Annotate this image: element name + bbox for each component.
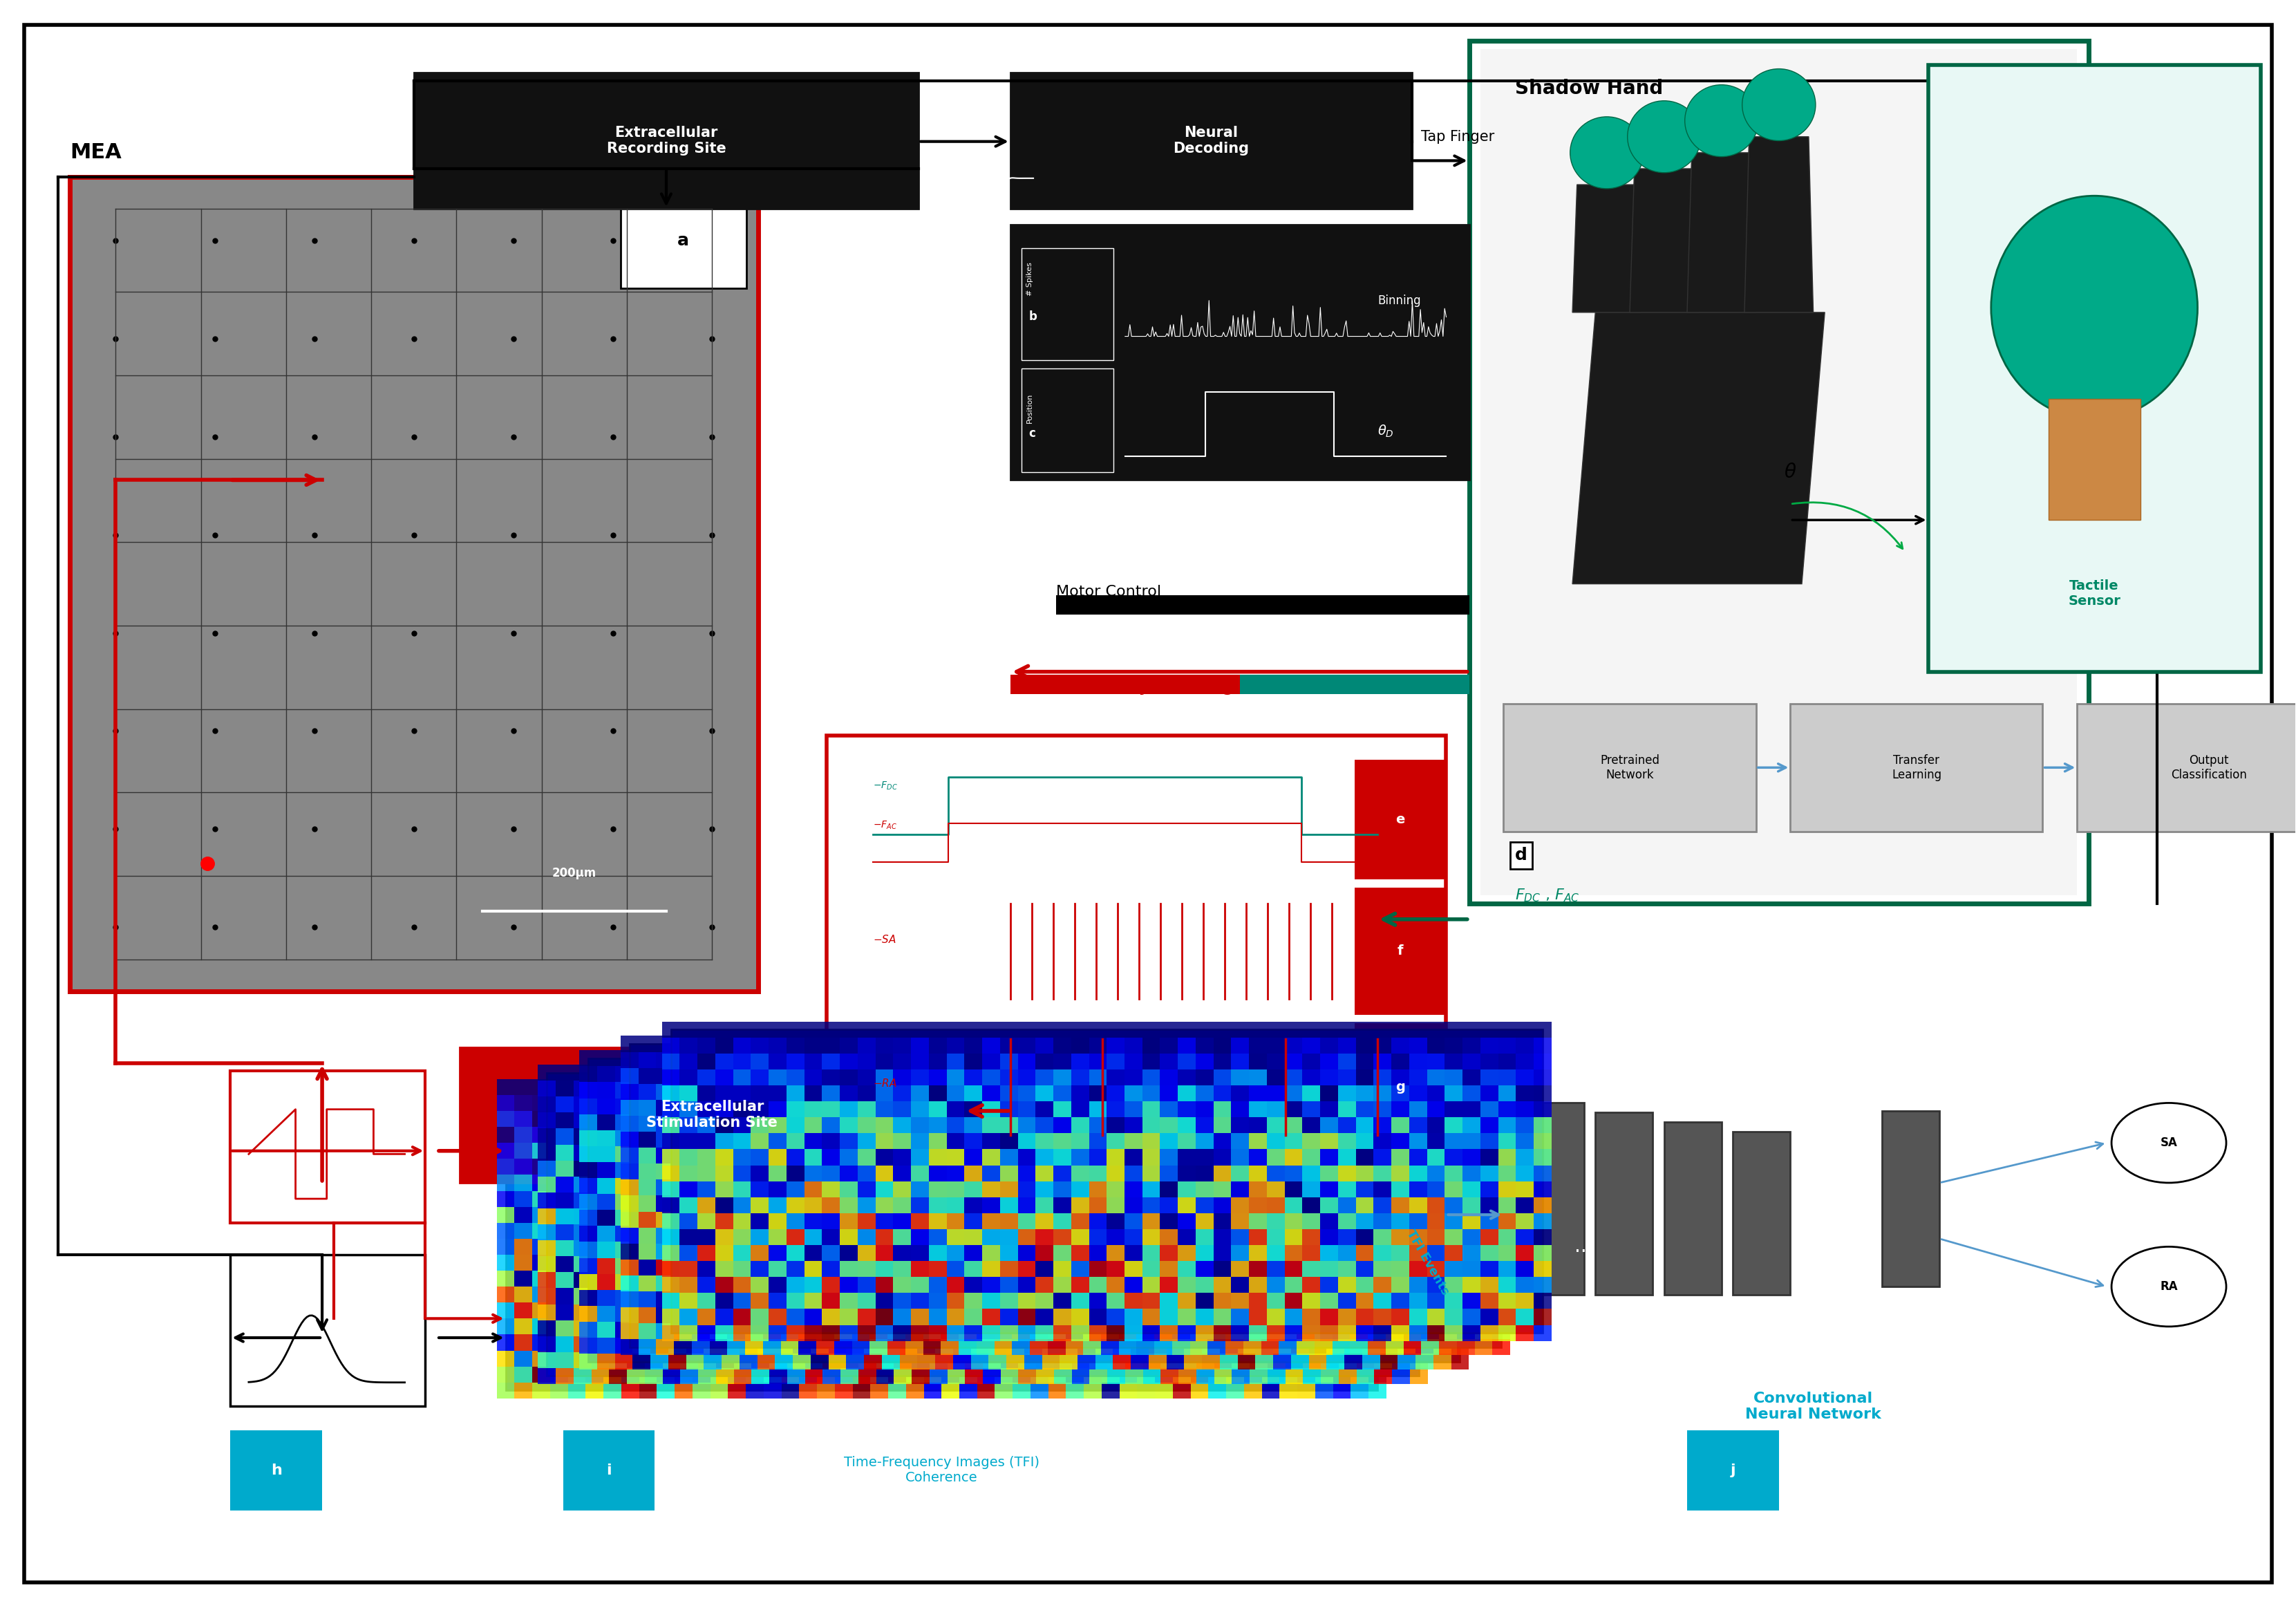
Text: j: j bbox=[1731, 1463, 1736, 1477]
FancyBboxPatch shape bbox=[1469, 42, 2089, 903]
FancyBboxPatch shape bbox=[1056, 595, 1469, 614]
Text: $\theta_D$: $\theta_D$ bbox=[1378, 424, 1394, 440]
Text: Time-Frequency Images (TFI)
Coherence: Time-Frequency Images (TFI) Coherence bbox=[843, 1457, 1040, 1484]
FancyBboxPatch shape bbox=[1791, 704, 2043, 831]
Polygon shape bbox=[1573, 184, 1642, 312]
Text: $\theta$: $\theta$ bbox=[1784, 462, 1798, 481]
Text: $F_{DC}$ , $F_{AC}$: $F_{DC}$ , $F_{AC}$ bbox=[1515, 887, 1580, 903]
FancyBboxPatch shape bbox=[629, 1044, 1502, 1348]
FancyBboxPatch shape bbox=[2078, 704, 2296, 831]
FancyBboxPatch shape bbox=[69, 176, 758, 991]
Circle shape bbox=[2112, 1247, 2227, 1327]
Ellipse shape bbox=[1743, 69, 1816, 141]
Text: i: i bbox=[606, 1463, 611, 1477]
FancyBboxPatch shape bbox=[1010, 74, 1412, 208]
Text: $-SA$: $-SA$ bbox=[872, 934, 895, 945]
FancyBboxPatch shape bbox=[1010, 675, 1469, 694]
Text: b: b bbox=[1029, 310, 1038, 323]
Text: # Spikes: # Spikes bbox=[1026, 262, 1033, 296]
Polygon shape bbox=[1630, 168, 1699, 312]
FancyBboxPatch shape bbox=[1596, 1113, 1653, 1295]
Text: Tactile
Sensor: Tactile Sensor bbox=[2069, 579, 2122, 608]
Polygon shape bbox=[1573, 312, 1825, 584]
FancyBboxPatch shape bbox=[1355, 1023, 1446, 1151]
Ellipse shape bbox=[1991, 195, 2197, 419]
Text: c: c bbox=[1029, 427, 1035, 440]
FancyBboxPatch shape bbox=[230, 1255, 425, 1407]
Text: Output
Classification: Output Classification bbox=[2172, 755, 2248, 780]
FancyBboxPatch shape bbox=[1733, 1132, 1791, 1295]
FancyBboxPatch shape bbox=[413, 74, 918, 208]
FancyBboxPatch shape bbox=[1929, 66, 2262, 672]
Text: MEA: MEA bbox=[69, 142, 122, 163]
Text: Position: Position bbox=[1026, 393, 1033, 424]
FancyBboxPatch shape bbox=[1504, 704, 1756, 831]
Polygon shape bbox=[1745, 136, 1814, 312]
Ellipse shape bbox=[1628, 101, 1701, 173]
Text: Tap Finger: Tap Finger bbox=[1421, 130, 1495, 144]
FancyBboxPatch shape bbox=[1010, 224, 1469, 480]
Ellipse shape bbox=[1570, 117, 1644, 189]
FancyBboxPatch shape bbox=[1240, 675, 1469, 694]
Circle shape bbox=[2112, 1103, 2227, 1183]
Text: g: g bbox=[1396, 1081, 1405, 1094]
Text: Binning: Binning bbox=[1378, 294, 1421, 307]
Text: a: a bbox=[677, 232, 689, 249]
Text: Shadow Hand: Shadow Hand bbox=[1515, 78, 1662, 99]
Text: RA: RA bbox=[2161, 1281, 2177, 1294]
Text: d: d bbox=[1515, 847, 1527, 863]
FancyBboxPatch shape bbox=[1481, 50, 2078, 895]
FancyBboxPatch shape bbox=[505, 1087, 1378, 1391]
Text: SA: SA bbox=[2161, 1137, 2177, 1150]
FancyBboxPatch shape bbox=[230, 1071, 425, 1223]
FancyBboxPatch shape bbox=[23, 26, 2273, 1581]
FancyBboxPatch shape bbox=[1355, 760, 1446, 879]
Text: Motor Control: Motor Control bbox=[1056, 585, 1162, 598]
Polygon shape bbox=[1688, 152, 1756, 312]
Text: $-RA$: $-RA$ bbox=[872, 1078, 898, 1089]
FancyBboxPatch shape bbox=[670, 1030, 1543, 1334]
FancyBboxPatch shape bbox=[827, 736, 1446, 1167]
FancyBboxPatch shape bbox=[1665, 1122, 1722, 1295]
Text: e: e bbox=[1396, 812, 1405, 827]
FancyBboxPatch shape bbox=[563, 1431, 654, 1509]
Text: Extracellular
Recording Site: Extracellular Recording Site bbox=[606, 126, 726, 155]
Text: h: h bbox=[271, 1463, 282, 1477]
Text: Extracellular
Stimulation Site: Extracellular Stimulation Site bbox=[647, 1100, 778, 1130]
FancyBboxPatch shape bbox=[2048, 398, 2140, 520]
Text: Pretrained
Network: Pretrained Network bbox=[1600, 755, 1660, 780]
Text: $-F_{AC}$: $-F_{AC}$ bbox=[872, 820, 898, 831]
FancyBboxPatch shape bbox=[1022, 368, 1114, 472]
Text: f: f bbox=[1398, 945, 1403, 958]
Text: Neural
Decoding: Neural Decoding bbox=[1173, 126, 1249, 155]
FancyBboxPatch shape bbox=[546, 1073, 1419, 1377]
FancyBboxPatch shape bbox=[1883, 1111, 1940, 1287]
FancyBboxPatch shape bbox=[459, 1047, 964, 1183]
Text: ...: ... bbox=[1575, 1238, 1593, 1257]
Text: TFI Events: TFI Events bbox=[1405, 1228, 1451, 1297]
FancyBboxPatch shape bbox=[588, 1059, 1460, 1362]
FancyBboxPatch shape bbox=[1355, 887, 1446, 1015]
FancyBboxPatch shape bbox=[620, 192, 746, 288]
Ellipse shape bbox=[1685, 85, 1759, 157]
FancyBboxPatch shape bbox=[230, 1431, 321, 1509]
Text: Transfer
Learning: Transfer Learning bbox=[1892, 755, 1942, 780]
FancyBboxPatch shape bbox=[1688, 1431, 1779, 1509]
Text: Sensory Encoding: Sensory Encoding bbox=[1079, 681, 1233, 694]
Text: 200μm: 200μm bbox=[553, 867, 597, 879]
FancyBboxPatch shape bbox=[1527, 1103, 1584, 1295]
FancyBboxPatch shape bbox=[1022, 248, 1114, 360]
Text: Convolutional
Neural Network: Convolutional Neural Network bbox=[1745, 1391, 1880, 1422]
Text: $-F_{DC}$: $-F_{DC}$ bbox=[872, 780, 898, 792]
